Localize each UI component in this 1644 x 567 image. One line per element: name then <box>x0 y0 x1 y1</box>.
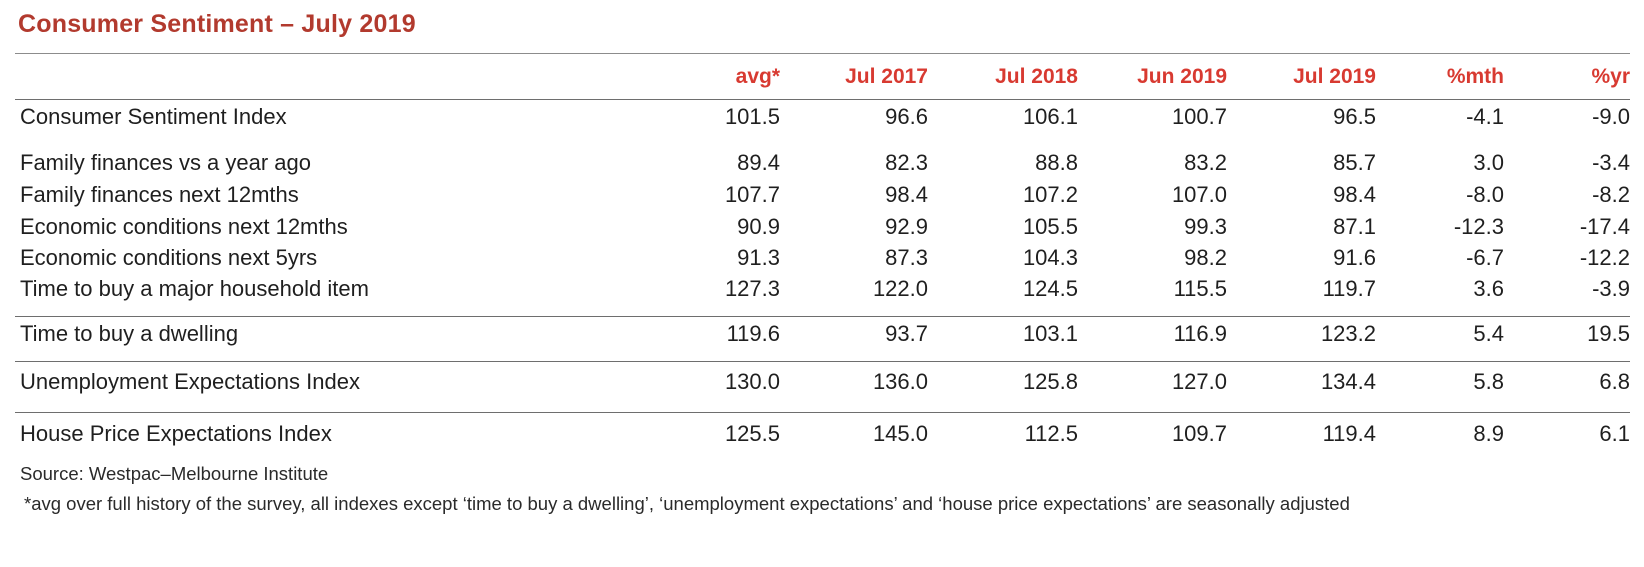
cell-value: 89.4 <box>737 150 780 175</box>
table-row: Unemployment Expectations Index 130.0 13… <box>0 368 1644 396</box>
table-row: Economic conditions next 5yrs 91.3 87.3 … <box>0 244 1644 272</box>
cell-value: 125.5 <box>724 421 780 446</box>
column-header-jun-2019: Jun 2019 <box>1137 65 1227 88</box>
cell-value: 8.9 <box>1473 421 1504 446</box>
cell-value: 3.0 <box>1473 150 1504 175</box>
cell-value: -12.3 <box>1453 214 1504 239</box>
cell-value: 3.6 <box>1473 276 1504 301</box>
source-note: Source: Westpac–Melbourne Institute <box>20 463 329 484</box>
table-row: Time to buy a dwelling 119.6 93.7 103.1 … <box>0 320 1644 348</box>
cell-value: 136.0 <box>872 369 928 394</box>
cell-value: 122.0 <box>872 276 928 301</box>
cell-value: 145.0 <box>872 421 928 446</box>
cell-value: -3.9 <box>1592 276 1630 301</box>
column-header-avg: avg* <box>735 65 780 88</box>
cell-value: 85.7 <box>1333 150 1376 175</box>
table-row: Consumer Sentiment Index 101.5 96.6 106.… <box>0 103 1644 131</box>
cell-value: 98.2 <box>1184 245 1227 270</box>
column-header-jul-2018: Jul 2018 <box>995 65 1078 88</box>
cell-value: 127.3 <box>724 276 780 301</box>
footnote: *avg over full history of the survey, al… <box>24 493 1350 514</box>
cell-value: 83.2 <box>1184 150 1227 175</box>
cell-value: 130.0 <box>724 369 780 394</box>
row-label: Time to buy a dwelling <box>20 321 239 346</box>
cell-value: 106.1 <box>1022 104 1078 129</box>
cell-value: 87.3 <box>885 245 928 270</box>
cell-value: 98.4 <box>1333 182 1376 207</box>
cell-value: -9.0 <box>1592 104 1630 129</box>
cell-value: 119.4 <box>1322 421 1376 446</box>
column-header-jul-2017: Jul 2017 <box>845 65 928 88</box>
cell-value: 109.7 <box>1171 421 1227 446</box>
cell-value: 5.4 <box>1473 321 1504 346</box>
cell-value: 107.7 <box>724 182 780 207</box>
cell-value: 104.3 <box>1022 245 1078 270</box>
row-label: Family finances vs a year ago <box>20 150 312 175</box>
cell-value: 125.8 <box>1022 369 1078 394</box>
row-label: Time to buy a major household item <box>20 276 369 301</box>
column-header-jul-2019: Jul 2019 <box>1293 65 1376 88</box>
table-row: House Price Expectations Index 125.5 145… <box>0 420 1644 448</box>
cell-value: 93.7 <box>885 321 928 346</box>
cell-value: 92.9 <box>885 214 928 239</box>
cell-value: 105.5 <box>1022 214 1078 239</box>
row-label: Consumer Sentiment Index <box>20 104 287 129</box>
row-label: Economic conditions next 12mths <box>20 214 348 239</box>
section-divider <box>15 316 1630 317</box>
cell-value: 88.8 <box>1035 150 1078 175</box>
cell-value: -8.0 <box>1466 182 1504 207</box>
cell-value: 96.6 <box>885 104 928 129</box>
cell-value: 82.3 <box>885 150 928 175</box>
cell-value: 127.0 <box>1171 369 1227 394</box>
title-divider <box>15 53 1630 54</box>
column-header-pct-year: %yr <box>1591 65 1630 88</box>
cell-value: 101.5 <box>724 104 780 129</box>
cell-value: -3.4 <box>1592 150 1630 175</box>
table-title: Consumer Sentiment – July 2019 <box>18 10 416 38</box>
cell-value: 90.9 <box>737 214 780 239</box>
cell-value: 6.1 <box>1599 421 1630 446</box>
cell-value: 91.3 <box>737 245 780 270</box>
section-divider <box>15 361 1630 362</box>
cell-value: 91.6 <box>1333 245 1376 270</box>
cell-value: -17.4 <box>1579 214 1630 239</box>
header-row: avg* Jul 2017 Jul 2018 Jun 2019 Jul 2019… <box>0 63 1644 91</box>
cell-value: 5.8 <box>1473 369 1504 394</box>
cell-value: 96.5 <box>1333 104 1376 129</box>
row-label: Family finances next 12mths <box>20 182 299 207</box>
table-row: Time to buy a major household item 127.3… <box>0 275 1644 303</box>
cell-value: 107.2 <box>1022 182 1078 207</box>
cell-value: 124.5 <box>1022 276 1078 301</box>
table-row: Family finances next 12mths 107.7 98.4 1… <box>0 181 1644 209</box>
cell-value: -12.2 <box>1579 245 1630 270</box>
cell-value: -4.1 <box>1466 104 1504 129</box>
cell-value: 134.4 <box>1320 369 1376 394</box>
row-label: Economic conditions next 5yrs <box>20 245 318 270</box>
cell-value: 116.9 <box>1173 321 1227 346</box>
cell-value: 112.5 <box>1024 421 1078 446</box>
cell-value: 119.6 <box>726 321 780 346</box>
cell-value: 123.2 <box>1320 321 1376 346</box>
cell-value: 98.4 <box>885 182 928 207</box>
table-row: Economic conditions next 12mths 90.9 92.… <box>0 213 1644 241</box>
row-label: Unemployment Expectations Index <box>20 369 360 394</box>
column-header-pct-month: %mth <box>1446 65 1504 88</box>
cell-value: 103.1 <box>1022 321 1078 346</box>
cell-value: 6.8 <box>1599 369 1630 394</box>
cell-value: 107.0 <box>1171 182 1227 207</box>
row-label: House Price Expectations Index <box>20 421 332 446</box>
cell-value: 100.7 <box>1171 104 1227 129</box>
table-row: Family finances vs a year ago 89.4 82.3 … <box>0 149 1644 177</box>
cell-value: 87.1 <box>1333 214 1376 239</box>
header-divider <box>15 99 1630 100</box>
section-divider <box>15 412 1630 413</box>
cell-value: -8.2 <box>1592 182 1630 207</box>
cell-value: -6.7 <box>1466 245 1504 270</box>
cell-value: 119.7 <box>1322 276 1376 301</box>
cell-value: 99.3 <box>1184 214 1227 239</box>
cell-value: 115.5 <box>1173 276 1227 301</box>
cell-value: 19.5 <box>1587 321 1630 346</box>
